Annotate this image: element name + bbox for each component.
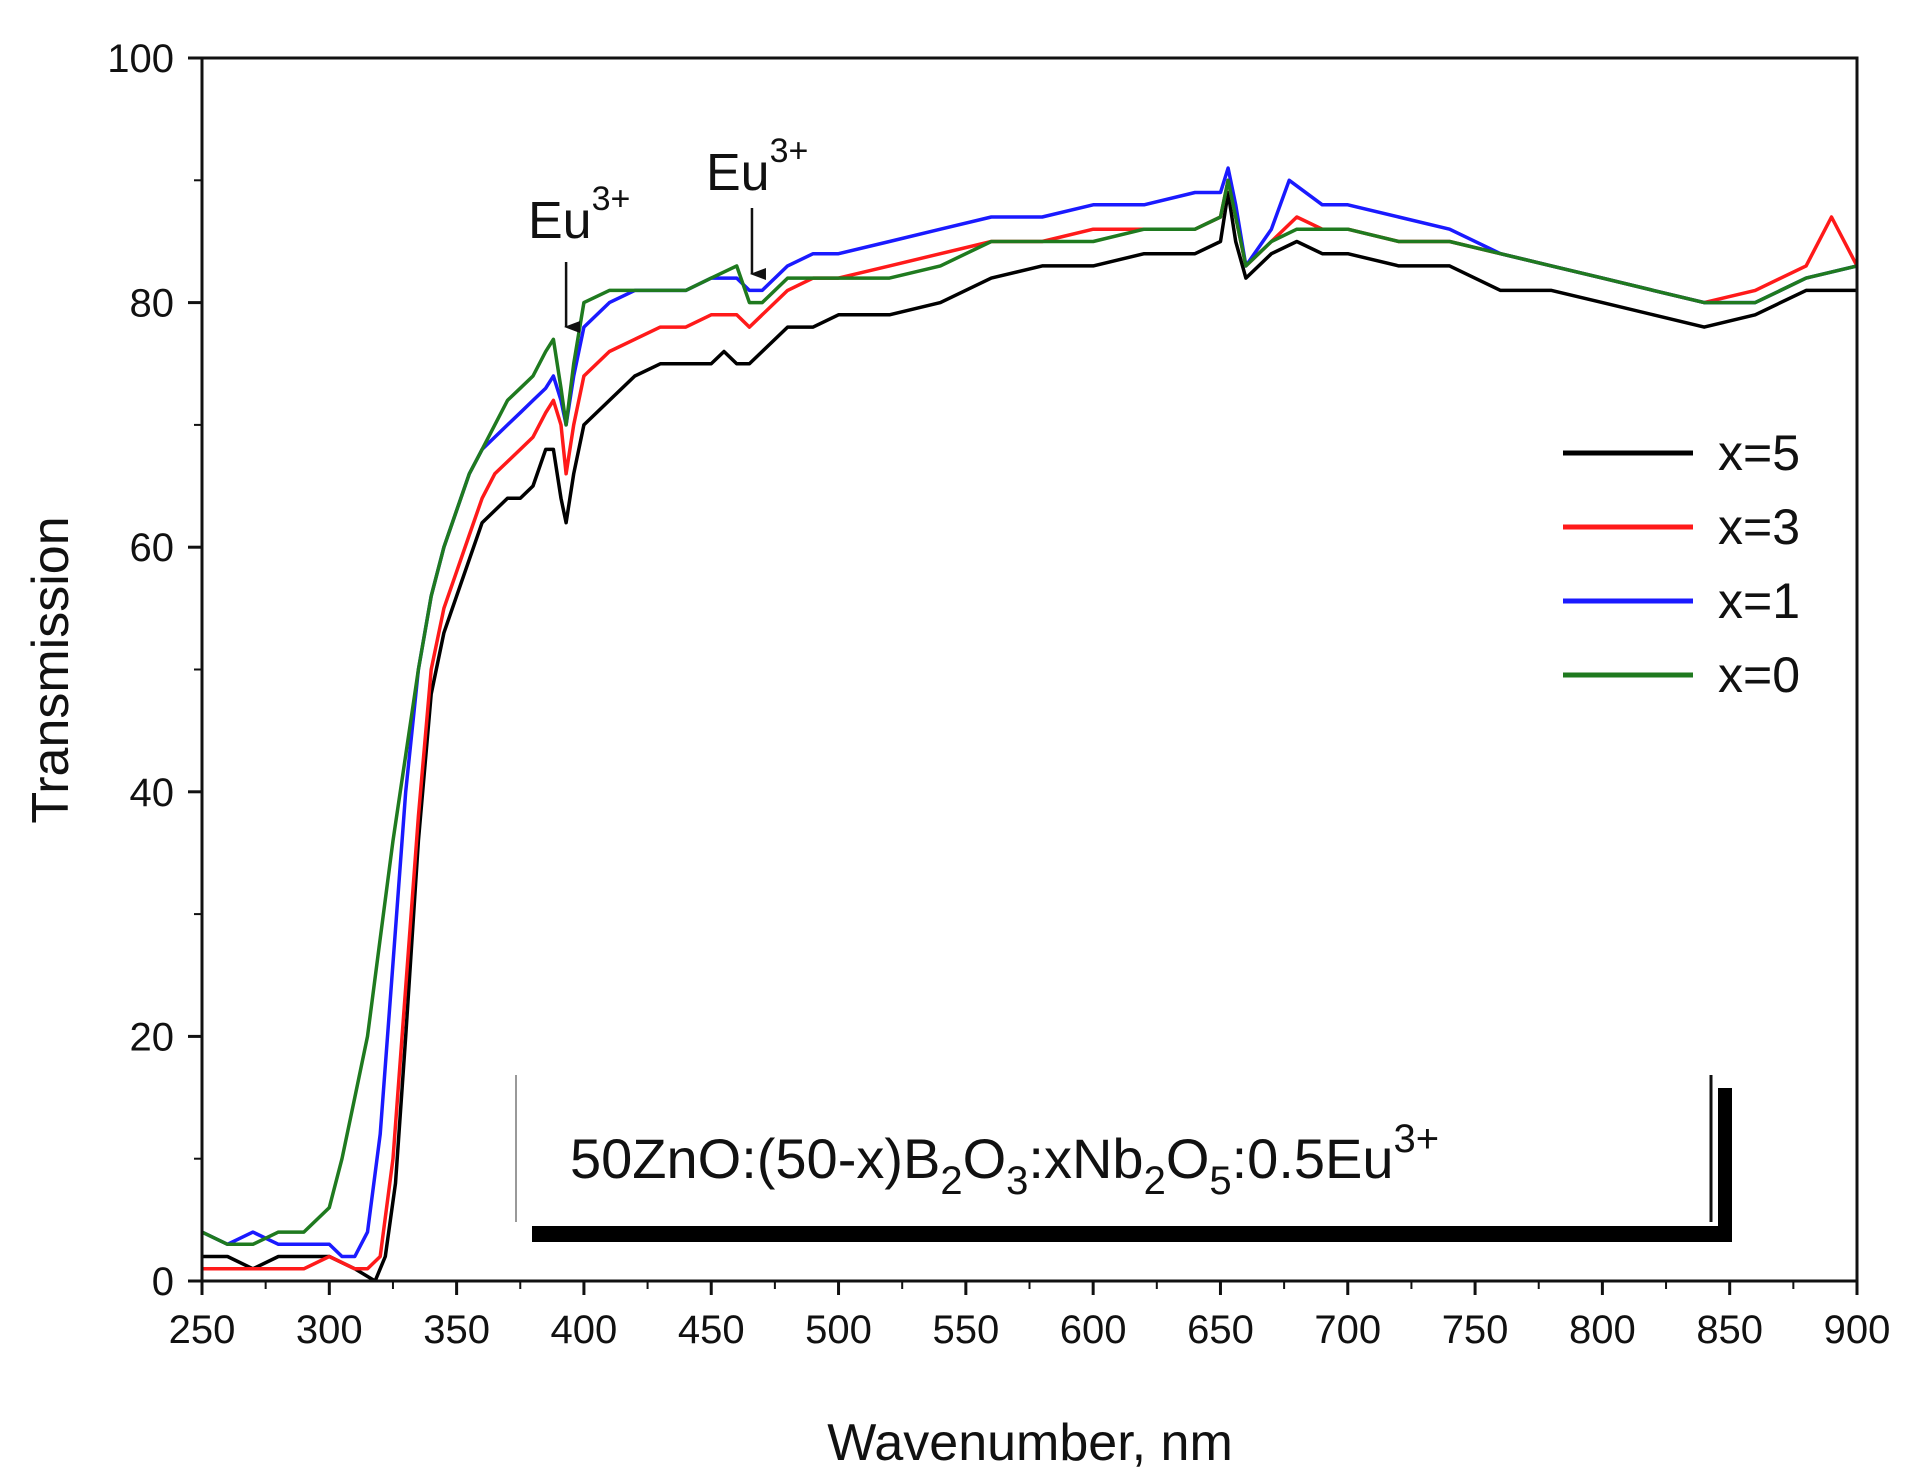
y-axis-title: Transmission	[22, 516, 80, 823]
series-line-x=1	[202, 166, 1857, 1259]
formula-subscript: 2	[1144, 1159, 1166, 1203]
formula-part: 50ZnO:(50-x)B	[570, 1127, 940, 1190]
series-group	[202, 166, 1857, 1281]
formula-part: :xNb	[1028, 1127, 1143, 1190]
annotation-base: Eu	[706, 144, 770, 202]
legend-label: x=0	[1718, 647, 1800, 703]
x-tick-label: 600	[1060, 1308, 1127, 1352]
formula-box-shadow-right	[1718, 1088, 1732, 1242]
x-tick-label: 700	[1314, 1308, 1381, 1352]
formula-subscript: 3	[1006, 1159, 1028, 1203]
x-tick-label: 400	[551, 1308, 618, 1352]
annotations: Eu3+ Eu3+	[528, 132, 808, 333]
x-tick-label: 850	[1696, 1308, 1763, 1352]
annotation-label: Eu3+	[706, 132, 808, 202]
legend-label: x=1	[1718, 573, 1800, 629]
x-tick-label: 300	[296, 1308, 363, 1352]
x-tick-label: 350	[423, 1308, 490, 1352]
x-tick-label: 250	[169, 1308, 236, 1352]
formula-text: 50ZnO:(50-x)B2O3:xNb2O5:0.5Eu3+	[570, 1117, 1439, 1203]
formula-box-shadow-bottom	[532, 1226, 1732, 1242]
x-tick-label: 800	[1569, 1308, 1636, 1352]
y-tick-label: 60	[130, 526, 175, 570]
y-tick-label: 80	[130, 282, 175, 326]
x-tick-label: 650	[1187, 1308, 1254, 1352]
y-tick-label: 20	[130, 1015, 175, 1059]
series-line-x=0	[202, 178, 1857, 1247]
axis-ticks: 250 300 350 400 450 500 550 600 650 700 750 800 850 9…	[107, 37, 1890, 1352]
x-tick-label: 500	[805, 1308, 872, 1352]
legend: x=5 x=3 x=1 x=0	[1563, 425, 1800, 703]
formula-superscript: 3+	[1394, 1117, 1440, 1161]
formula-subscript: 5	[1209, 1159, 1231, 1203]
x-tick-label: 450	[678, 1308, 745, 1352]
annotation-base: Eu	[528, 192, 592, 250]
x-tick-label: 550	[932, 1308, 999, 1352]
annotation-superscript: 3+	[592, 180, 631, 218]
legend-label: x=5	[1718, 425, 1800, 481]
formula-part: O	[1166, 1127, 1210, 1190]
legend-label: x=3	[1718, 499, 1800, 555]
formula-box: 50ZnO:(50-x)B2O3:xNb2O5:0.5Eu3+	[515, 1075, 1732, 1242]
annotation-superscript: 3+	[770, 132, 809, 170]
y-tick-label: 100	[107, 37, 174, 81]
series-line-x=3	[202, 178, 1857, 1271]
annotation-label: Eu3+	[528, 180, 630, 250]
y-tick-label: 0	[152, 1260, 174, 1304]
x-tick-label: 750	[1442, 1308, 1509, 1352]
x-axis-title: Wavenumber, nm	[827, 1414, 1233, 1472]
formula-part: O	[963, 1127, 1007, 1190]
formula-part: :0.5Eu	[1232, 1127, 1394, 1190]
formula-subscript: 2	[940, 1159, 962, 1203]
x-tick-label: 900	[1824, 1308, 1891, 1352]
y-tick-label: 40	[130, 771, 175, 815]
series-line-x=5	[202, 190, 1857, 1281]
